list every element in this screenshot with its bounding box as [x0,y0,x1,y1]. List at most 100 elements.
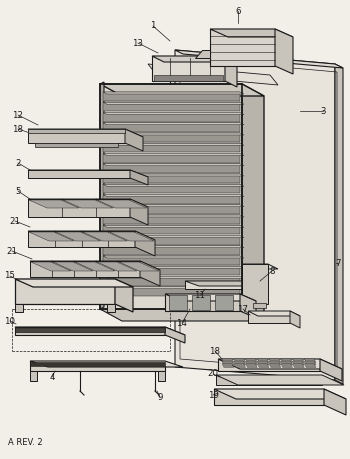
Text: 21: 21 [9,217,21,225]
Polygon shape [242,84,264,321]
Polygon shape [115,279,133,312]
Polygon shape [257,358,269,363]
Polygon shape [103,153,240,162]
Polygon shape [248,311,300,316]
Polygon shape [103,123,244,125]
Text: 13: 13 [133,39,144,47]
Polygon shape [35,143,118,147]
Polygon shape [103,235,240,245]
Polygon shape [103,215,240,224]
Polygon shape [335,64,343,384]
Polygon shape [135,231,155,256]
Polygon shape [103,256,244,258]
Polygon shape [29,232,74,241]
Polygon shape [103,205,244,207]
Text: A REV. 2: A REV. 2 [8,438,43,447]
Polygon shape [100,84,264,96]
Text: 2: 2 [15,158,21,168]
Polygon shape [269,361,281,365]
Polygon shape [269,364,281,368]
Polygon shape [103,164,244,166]
Polygon shape [234,358,245,363]
Polygon shape [103,174,244,176]
Polygon shape [215,295,233,310]
Polygon shape [218,359,320,371]
Text: 8: 8 [269,267,275,275]
Text: 20: 20 [208,369,218,379]
Polygon shape [103,195,244,196]
Polygon shape [28,199,148,207]
Text: 7: 7 [335,258,341,268]
Polygon shape [165,294,256,301]
Polygon shape [15,328,165,332]
Polygon shape [218,359,342,369]
Polygon shape [304,364,316,368]
Text: 15: 15 [5,272,15,280]
Polygon shape [103,246,244,248]
Text: 5: 5 [15,186,21,196]
Polygon shape [28,231,135,247]
Polygon shape [240,294,256,318]
Polygon shape [281,358,293,363]
Text: 1: 1 [150,22,156,30]
Polygon shape [103,92,240,101]
Polygon shape [103,184,240,193]
Polygon shape [53,262,93,271]
Polygon shape [165,327,185,343]
Polygon shape [103,195,240,203]
Polygon shape [103,133,244,135]
Polygon shape [169,295,187,310]
Polygon shape [103,225,244,227]
Polygon shape [15,279,115,304]
Polygon shape [245,358,257,363]
Text: 21: 21 [7,246,18,256]
Polygon shape [154,75,223,81]
Polygon shape [28,170,130,178]
Polygon shape [103,102,240,111]
Polygon shape [103,215,244,217]
Polygon shape [28,170,148,177]
Polygon shape [192,295,210,310]
Polygon shape [234,361,245,365]
Polygon shape [103,133,240,142]
Polygon shape [103,153,244,156]
Polygon shape [119,262,159,271]
Polygon shape [103,164,240,173]
Polygon shape [28,199,130,217]
Polygon shape [30,361,183,367]
Polygon shape [175,50,335,380]
Polygon shape [293,358,304,363]
Polygon shape [152,56,237,62]
Polygon shape [30,371,37,381]
Polygon shape [28,129,143,137]
Polygon shape [320,359,342,381]
Polygon shape [275,29,293,74]
Polygon shape [103,143,240,152]
Text: 19: 19 [208,391,218,399]
Polygon shape [245,361,257,365]
Polygon shape [103,184,244,186]
Polygon shape [30,361,165,371]
Polygon shape [103,276,240,285]
Polygon shape [125,129,143,151]
Polygon shape [257,364,269,368]
Polygon shape [63,200,113,208]
Text: 6: 6 [235,6,241,16]
Polygon shape [103,256,240,265]
Polygon shape [97,262,137,271]
Polygon shape [222,361,234,365]
Polygon shape [175,50,343,68]
Polygon shape [28,231,155,240]
Polygon shape [214,389,324,405]
Polygon shape [248,311,290,323]
Text: 3: 3 [320,106,326,116]
Text: 4: 4 [49,373,55,381]
Polygon shape [304,358,316,363]
Text: 17: 17 [238,304,248,313]
Polygon shape [210,29,275,66]
Text: 11: 11 [195,291,205,301]
Polygon shape [28,129,125,143]
Polygon shape [29,200,79,208]
Polygon shape [100,309,264,321]
Polygon shape [222,358,234,363]
